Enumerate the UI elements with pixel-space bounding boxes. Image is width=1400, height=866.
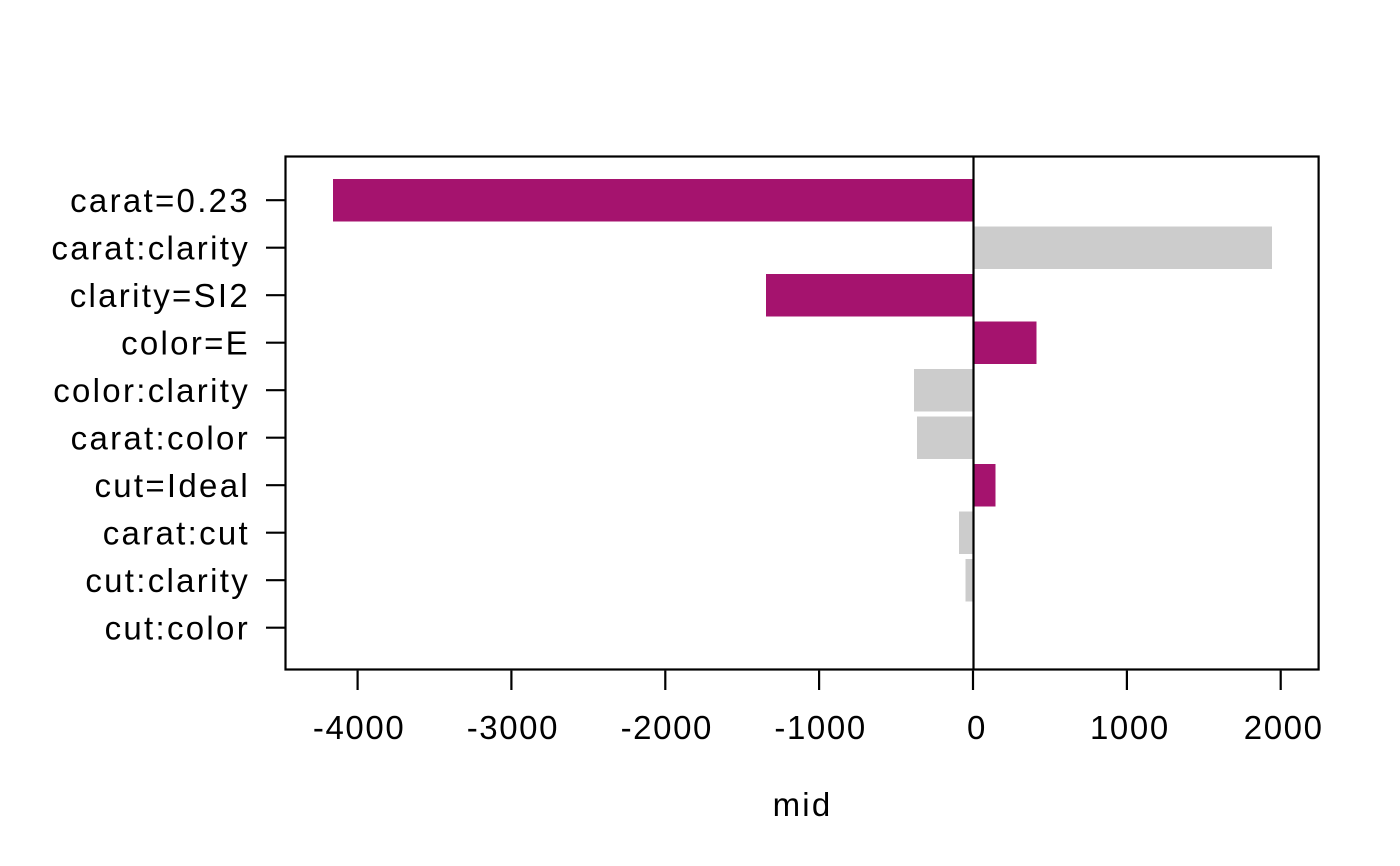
svg-text:clarity=SI2: clarity=SI2 xyxy=(70,277,250,314)
svg-text:1000: 1000 xyxy=(1090,709,1170,746)
svg-text:carat=0.23: carat=0.23 xyxy=(70,182,250,219)
svg-text:carat:color: carat:color xyxy=(71,420,250,457)
svg-text:color:clarity: color:clarity xyxy=(53,372,250,409)
svg-text:cut:color: cut:color xyxy=(105,610,250,647)
svg-text:-3000: -3000 xyxy=(467,709,559,746)
svg-text:-4000: -4000 xyxy=(313,709,405,746)
svg-text:mid: mid xyxy=(773,786,833,823)
svg-text:-2000: -2000 xyxy=(621,709,713,746)
svg-text:color=E: color=E xyxy=(121,325,250,362)
svg-text:2000: 2000 xyxy=(1244,709,1324,746)
svg-text:0: 0 xyxy=(967,709,987,746)
svg-text:cut:clarity: cut:clarity xyxy=(85,562,250,599)
svg-text:-1000: -1000 xyxy=(774,709,866,746)
svg-text:carat:clarity: carat:clarity xyxy=(51,230,250,267)
svg-text:cut=Ideal: cut=Ideal xyxy=(94,467,250,504)
svg-text:carat:cut: carat:cut xyxy=(103,515,250,552)
